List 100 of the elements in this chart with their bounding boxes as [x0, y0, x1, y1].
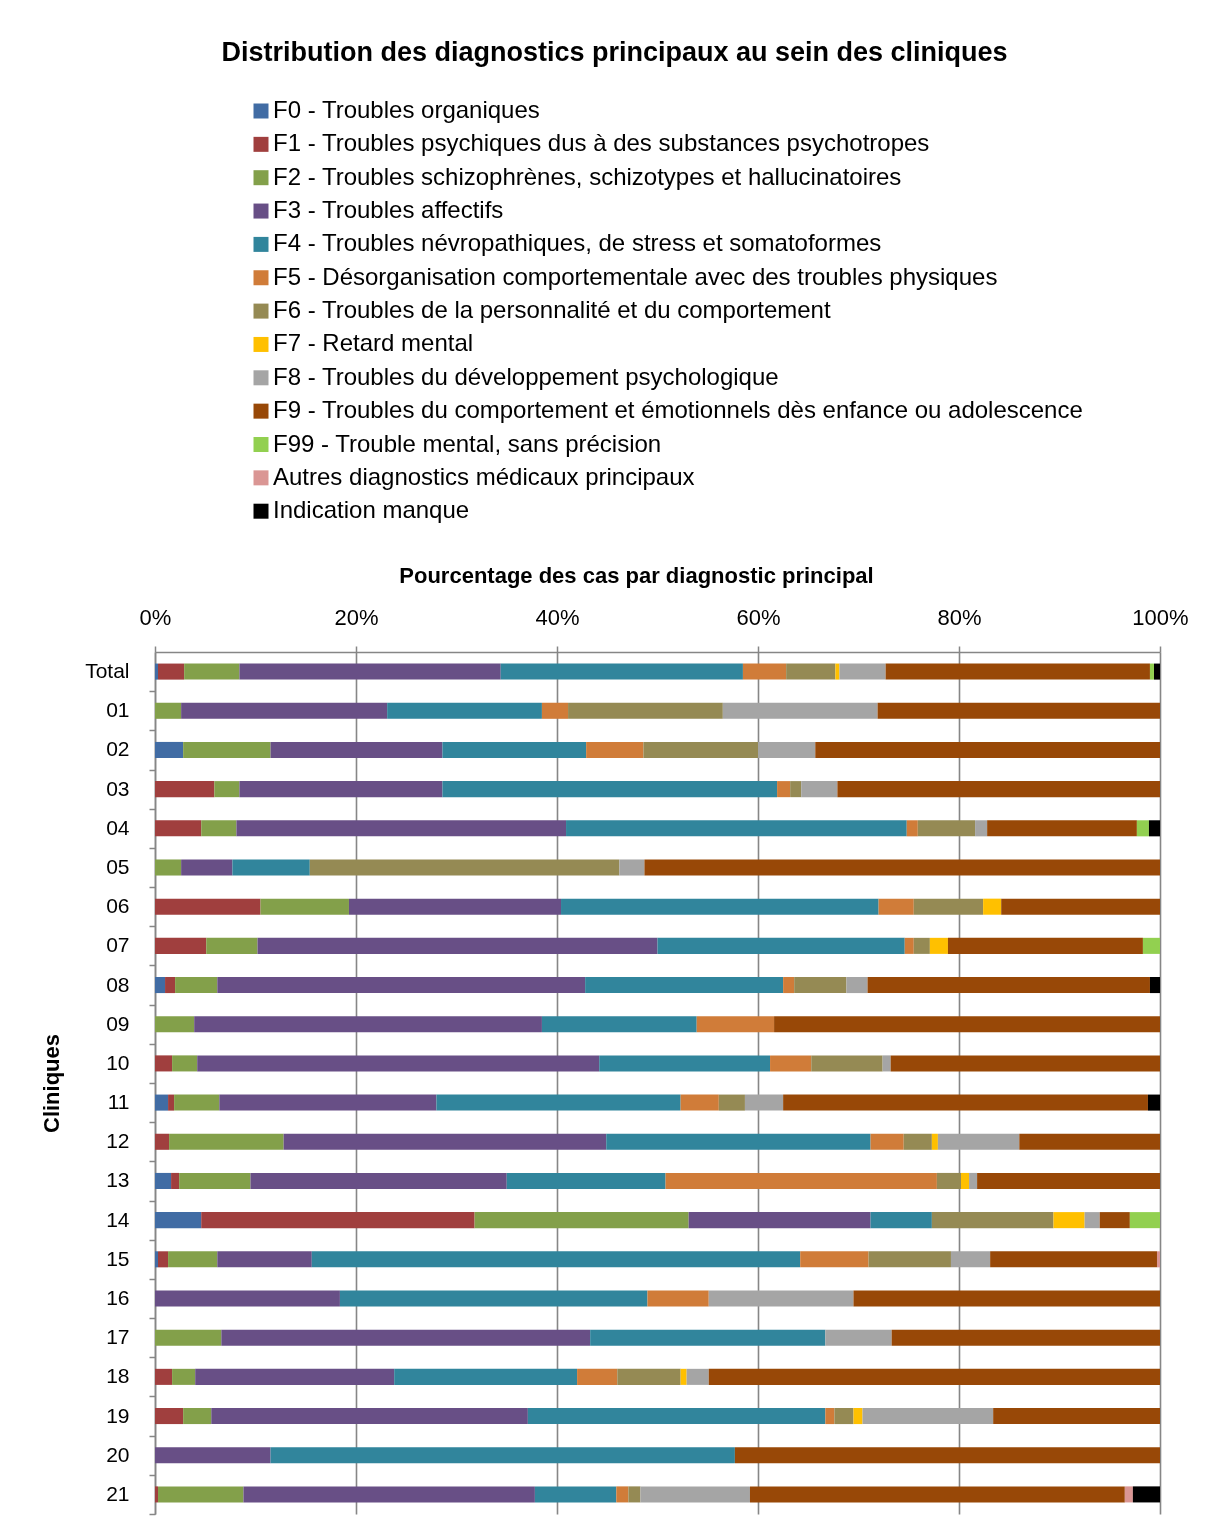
bar: [947, 937, 1143, 954]
bar: [155, 1055, 173, 1072]
x-tick-label: 20%: [334, 604, 379, 630]
bar: [183, 1408, 212, 1425]
y-tick-label: 07: [106, 933, 130, 957]
bar: [155, 1329, 222, 1346]
bar: [616, 1486, 629, 1503]
bar: [221, 1329, 591, 1346]
legend-label: Autres diagnostics médicaux principaux: [273, 462, 695, 490]
bar: [993, 1408, 1160, 1425]
bar: [179, 1172, 251, 1189]
bar: [155, 898, 261, 915]
y-tick-label: 12: [106, 1129, 130, 1153]
bar: [181, 702, 388, 719]
legend-label: F9 - Troubles du comportement et émotionnels dès enfance ou adolescence: [273, 396, 1083, 424]
bar: [1147, 1094, 1160, 1111]
legend-label: F6 - Troubles de la personnalité et du comportement: [273, 296, 831, 324]
bar: [436, 1094, 681, 1111]
y-tick-label: 06: [106, 894, 130, 918]
bar: [250, 1172, 507, 1189]
bar: [172, 1055, 198, 1072]
bar: [184, 663, 240, 680]
legend-label: F0 - Troubles organiques: [273, 96, 540, 123]
bar: [718, 1094, 745, 1111]
bar: [260, 898, 349, 915]
bar: [534, 1486, 617, 1503]
bar: [708, 1290, 854, 1307]
bar: [929, 937, 948, 954]
bar: [987, 820, 1137, 837]
bar: [585, 977, 784, 994]
bar: [155, 937, 207, 954]
bar: [977, 1172, 1160, 1189]
legend-label: F2 - Troubles schizophrènes, schizotypes et hallucinatoires: [273, 162, 902, 190]
bar: [1153, 663, 1160, 680]
bar: [243, 1486, 535, 1503]
bar: [617, 1368, 681, 1385]
bar: [394, 1368, 578, 1385]
bar: [311, 1251, 801, 1268]
bar: [834, 1408, 854, 1425]
bar: [734, 1447, 1160, 1464]
bar: [794, 977, 847, 994]
bar: [722, 702, 878, 719]
bar: [937, 1133, 1020, 1150]
bar: [990, 1251, 1157, 1268]
bar: [541, 1016, 697, 1033]
bar: [644, 859, 1160, 876]
bar: [1149, 663, 1154, 680]
bar: [1001, 898, 1160, 915]
x-tick-label: 40%: [535, 604, 580, 630]
bar: [801, 781, 838, 798]
bar: [257, 937, 658, 954]
bar: [870, 1133, 904, 1150]
bar: [155, 1486, 159, 1503]
bar: [158, 663, 185, 680]
bar: [647, 1290, 709, 1307]
bar: [786, 663, 836, 680]
bar: [217, 977, 586, 994]
bar: [783, 977, 795, 994]
bar: [1136, 820, 1149, 837]
bar: [232, 859, 310, 876]
bar: [561, 898, 879, 915]
bar: [309, 859, 620, 876]
bar: [168, 1094, 175, 1111]
bar: [500, 663, 743, 680]
bar: [236, 820, 567, 837]
bar: [155, 977, 166, 994]
bar: [239, 663, 501, 680]
bar: [590, 1329, 826, 1346]
bar: [155, 1133, 170, 1150]
bar: [566, 820, 907, 837]
bar: [197, 1055, 600, 1072]
bar: [643, 741, 758, 758]
bar: [568, 702, 723, 719]
bar: [790, 781, 802, 798]
bar: [155, 820, 202, 837]
bar: [619, 859, 645, 876]
y-tick-label: 02: [106, 737, 130, 761]
bar: [931, 1133, 938, 1150]
bar: [870, 1212, 932, 1229]
bar: [577, 1368, 618, 1385]
y-tick-label: 11: [107, 1090, 130, 1114]
bar: [155, 741, 184, 758]
bar: [155, 702, 182, 719]
legend-label: F8 - Troubles du développement psychologique: [273, 362, 779, 390]
legend-label: Indication manque: [273, 496, 470, 524]
bar: [686, 1368, 709, 1385]
bar: [891, 1329, 1160, 1346]
bar: [680, 1368, 687, 1385]
bar: [950, 1251, 991, 1268]
bar: [169, 1133, 284, 1150]
bar: [906, 820, 918, 837]
y-tick-label: 15: [106, 1246, 130, 1270]
legend-label: F7 - Retard mental: [273, 329, 474, 357]
bar: [270, 1447, 735, 1464]
bar: [853, 1408, 863, 1425]
x-tick-label: 0%: [139, 604, 172, 630]
bar: [903, 1133, 932, 1150]
bar: [839, 663, 886, 680]
bar: [474, 1212, 689, 1229]
bar: [211, 1408, 528, 1425]
